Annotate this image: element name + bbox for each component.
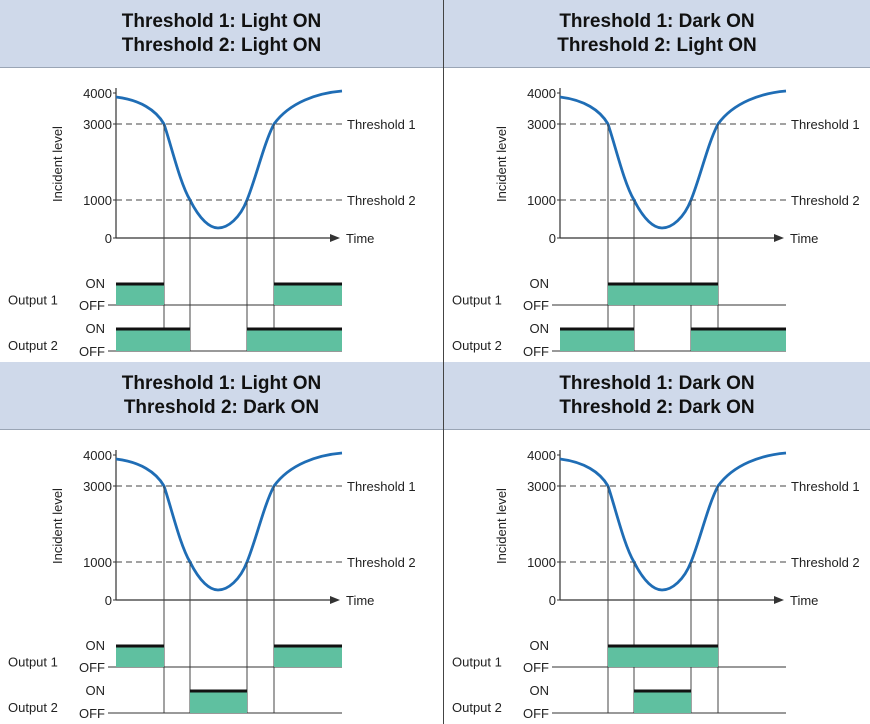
output-1-on-label: ON xyxy=(530,276,550,291)
incident-curve xyxy=(559,451,787,592)
panel-header: Threshold 1: Light ON Threshold 2: Dark O… xyxy=(0,362,443,430)
y-axis-label: Incident level xyxy=(50,126,65,202)
output-2-off-label: OFF xyxy=(523,706,549,721)
output-2-on-label: ON xyxy=(86,683,106,698)
output-2-on-label: ON xyxy=(86,321,106,336)
y-tick-label: 4000 xyxy=(83,86,112,101)
header-line-2: Threshold 2: Light ON xyxy=(121,34,322,56)
y-tick-label: 0 xyxy=(549,231,556,246)
y-tick-label: 3000 xyxy=(527,117,556,132)
panel-2: Threshold 1: Dark ON Threshold 2: Light O… xyxy=(444,0,870,362)
y-axis-label: Incident level xyxy=(494,488,509,564)
output-2-off-label: OFF xyxy=(79,706,105,721)
output-2-on-label: ON xyxy=(530,321,550,336)
output-1-off-label: OFF xyxy=(523,660,549,675)
threshold-1-label: Threshold 1 xyxy=(791,479,860,494)
output-1-off-label: OFF xyxy=(79,660,105,675)
header-line-1: Threshold 1: Light ON xyxy=(121,372,322,394)
output-2-on-fill xyxy=(116,329,190,351)
threshold-1-label: Threshold 1 xyxy=(347,479,416,494)
panel-header: Threshold 1: Light ON Threshold 2: Light … xyxy=(0,0,443,68)
output-1-on-fill xyxy=(608,284,718,305)
output-2-on-fill xyxy=(560,329,634,351)
x-axis-arrow xyxy=(330,234,340,242)
output-1-on-fill xyxy=(116,284,164,305)
y-axis-label: Incident level xyxy=(494,126,509,202)
output-2-label: Output 2 xyxy=(452,700,502,715)
output-2-off-label: OFF xyxy=(79,344,105,359)
timing-chart: Incident level 4000 3000 1000 0 Time Threshold… xyxy=(8,448,416,721)
output-1-label: Output 1 xyxy=(8,293,58,308)
timing-chart: Incident level 4000 3000 1000 0 Time Threshold… xyxy=(452,448,860,721)
x-axis-label: Time xyxy=(346,231,374,246)
y-tick-label: 3000 xyxy=(527,479,556,494)
y-tick-label: 4000 xyxy=(83,448,112,463)
output-1-label: Output 1 xyxy=(452,655,502,670)
header-line-2: Threshold 2: Dark ON xyxy=(559,396,755,418)
output-2-on-fill xyxy=(190,691,247,713)
output-2-on-fill xyxy=(247,329,342,351)
output-1-on-fill xyxy=(274,284,342,305)
x-axis-arrow xyxy=(774,596,784,604)
panel-header: Threshold 1: Dark ON Threshold 2: Dark ON xyxy=(444,362,870,430)
output-1-on-label: ON xyxy=(86,276,106,291)
x-axis-arrow xyxy=(774,234,784,242)
x-axis-label: Time xyxy=(790,593,818,608)
header-line-2: Threshold 2: Light ON xyxy=(557,34,757,56)
x-axis-label: Time xyxy=(790,231,818,246)
threshold-1-label: Threshold 1 xyxy=(791,117,860,132)
output-1-on-fill xyxy=(274,646,342,667)
output-2-label: Output 2 xyxy=(8,338,58,353)
timing-chart: Incident level 4000 3000 1000 0 Time Threshold… xyxy=(8,86,416,359)
panel-1: Threshold 1: Light ON Threshold 2: Light … xyxy=(0,0,443,362)
output-1-on-label: ON xyxy=(530,638,550,653)
output-2-off-label: OFF xyxy=(523,344,549,359)
y-tick-label: 3000 xyxy=(83,117,112,132)
incident-curve xyxy=(559,89,787,230)
output-2-on-fill xyxy=(691,329,786,351)
output-1-off-label: OFF xyxy=(79,298,105,313)
y-tick-label: 4000 xyxy=(527,448,556,463)
y-tick-label: 1000 xyxy=(83,193,112,208)
output-2-label: Output 2 xyxy=(8,700,58,715)
output-2-on-fill xyxy=(634,691,691,713)
x-axis-arrow xyxy=(330,596,340,604)
y-axis-label: Incident level xyxy=(50,488,65,564)
threshold-2-label: Threshold 2 xyxy=(347,193,416,208)
output-1-off-label: OFF xyxy=(523,298,549,313)
panel-4: Threshold 1: Dark ON Threshold 2: Dark ON… xyxy=(444,362,870,724)
x-axis-label: Time xyxy=(346,593,374,608)
header-line-1: Threshold 1: Dark ON xyxy=(559,10,755,32)
threshold-2-label: Threshold 2 xyxy=(791,193,860,208)
output-2-label: Output 2 xyxy=(452,338,502,353)
panel-3: Threshold 1: Light ON Threshold 2: Dark O… xyxy=(0,362,443,724)
header-line-2: Threshold 2: Dark ON xyxy=(123,396,320,418)
y-tick-label: 0 xyxy=(549,593,556,608)
timing-chart: Incident level 4000 3000 1000 0 Time Threshold… xyxy=(452,86,860,359)
header-line-1: Threshold 1: Light ON xyxy=(121,10,322,32)
y-tick-label: 0 xyxy=(105,231,112,246)
incident-curve xyxy=(115,89,343,230)
output-2-on-label: ON xyxy=(530,683,550,698)
output-1-on-label: ON xyxy=(86,638,106,653)
y-tick-label: 0 xyxy=(105,593,112,608)
threshold-1-label: Threshold 1 xyxy=(347,117,416,132)
output-1-label: Output 1 xyxy=(8,655,58,670)
incident-curve xyxy=(115,451,343,592)
y-tick-label: 1000 xyxy=(527,555,556,570)
y-tick-label: 1000 xyxy=(83,555,112,570)
output-1-on-fill xyxy=(608,646,718,667)
threshold-2-label: Threshold 2 xyxy=(791,555,860,570)
y-tick-label: 1000 xyxy=(527,193,556,208)
y-tick-label: 4000 xyxy=(527,86,556,101)
output-1-label: Output 1 xyxy=(452,293,502,308)
panel-header: Threshold 1: Dark ON Threshold 2: Light O… xyxy=(444,0,870,68)
header-line-1: Threshold 1: Dark ON xyxy=(559,372,755,394)
output-1-on-fill xyxy=(116,646,164,667)
y-tick-label: 3000 xyxy=(83,479,112,494)
threshold-2-label: Threshold 2 xyxy=(347,555,416,570)
